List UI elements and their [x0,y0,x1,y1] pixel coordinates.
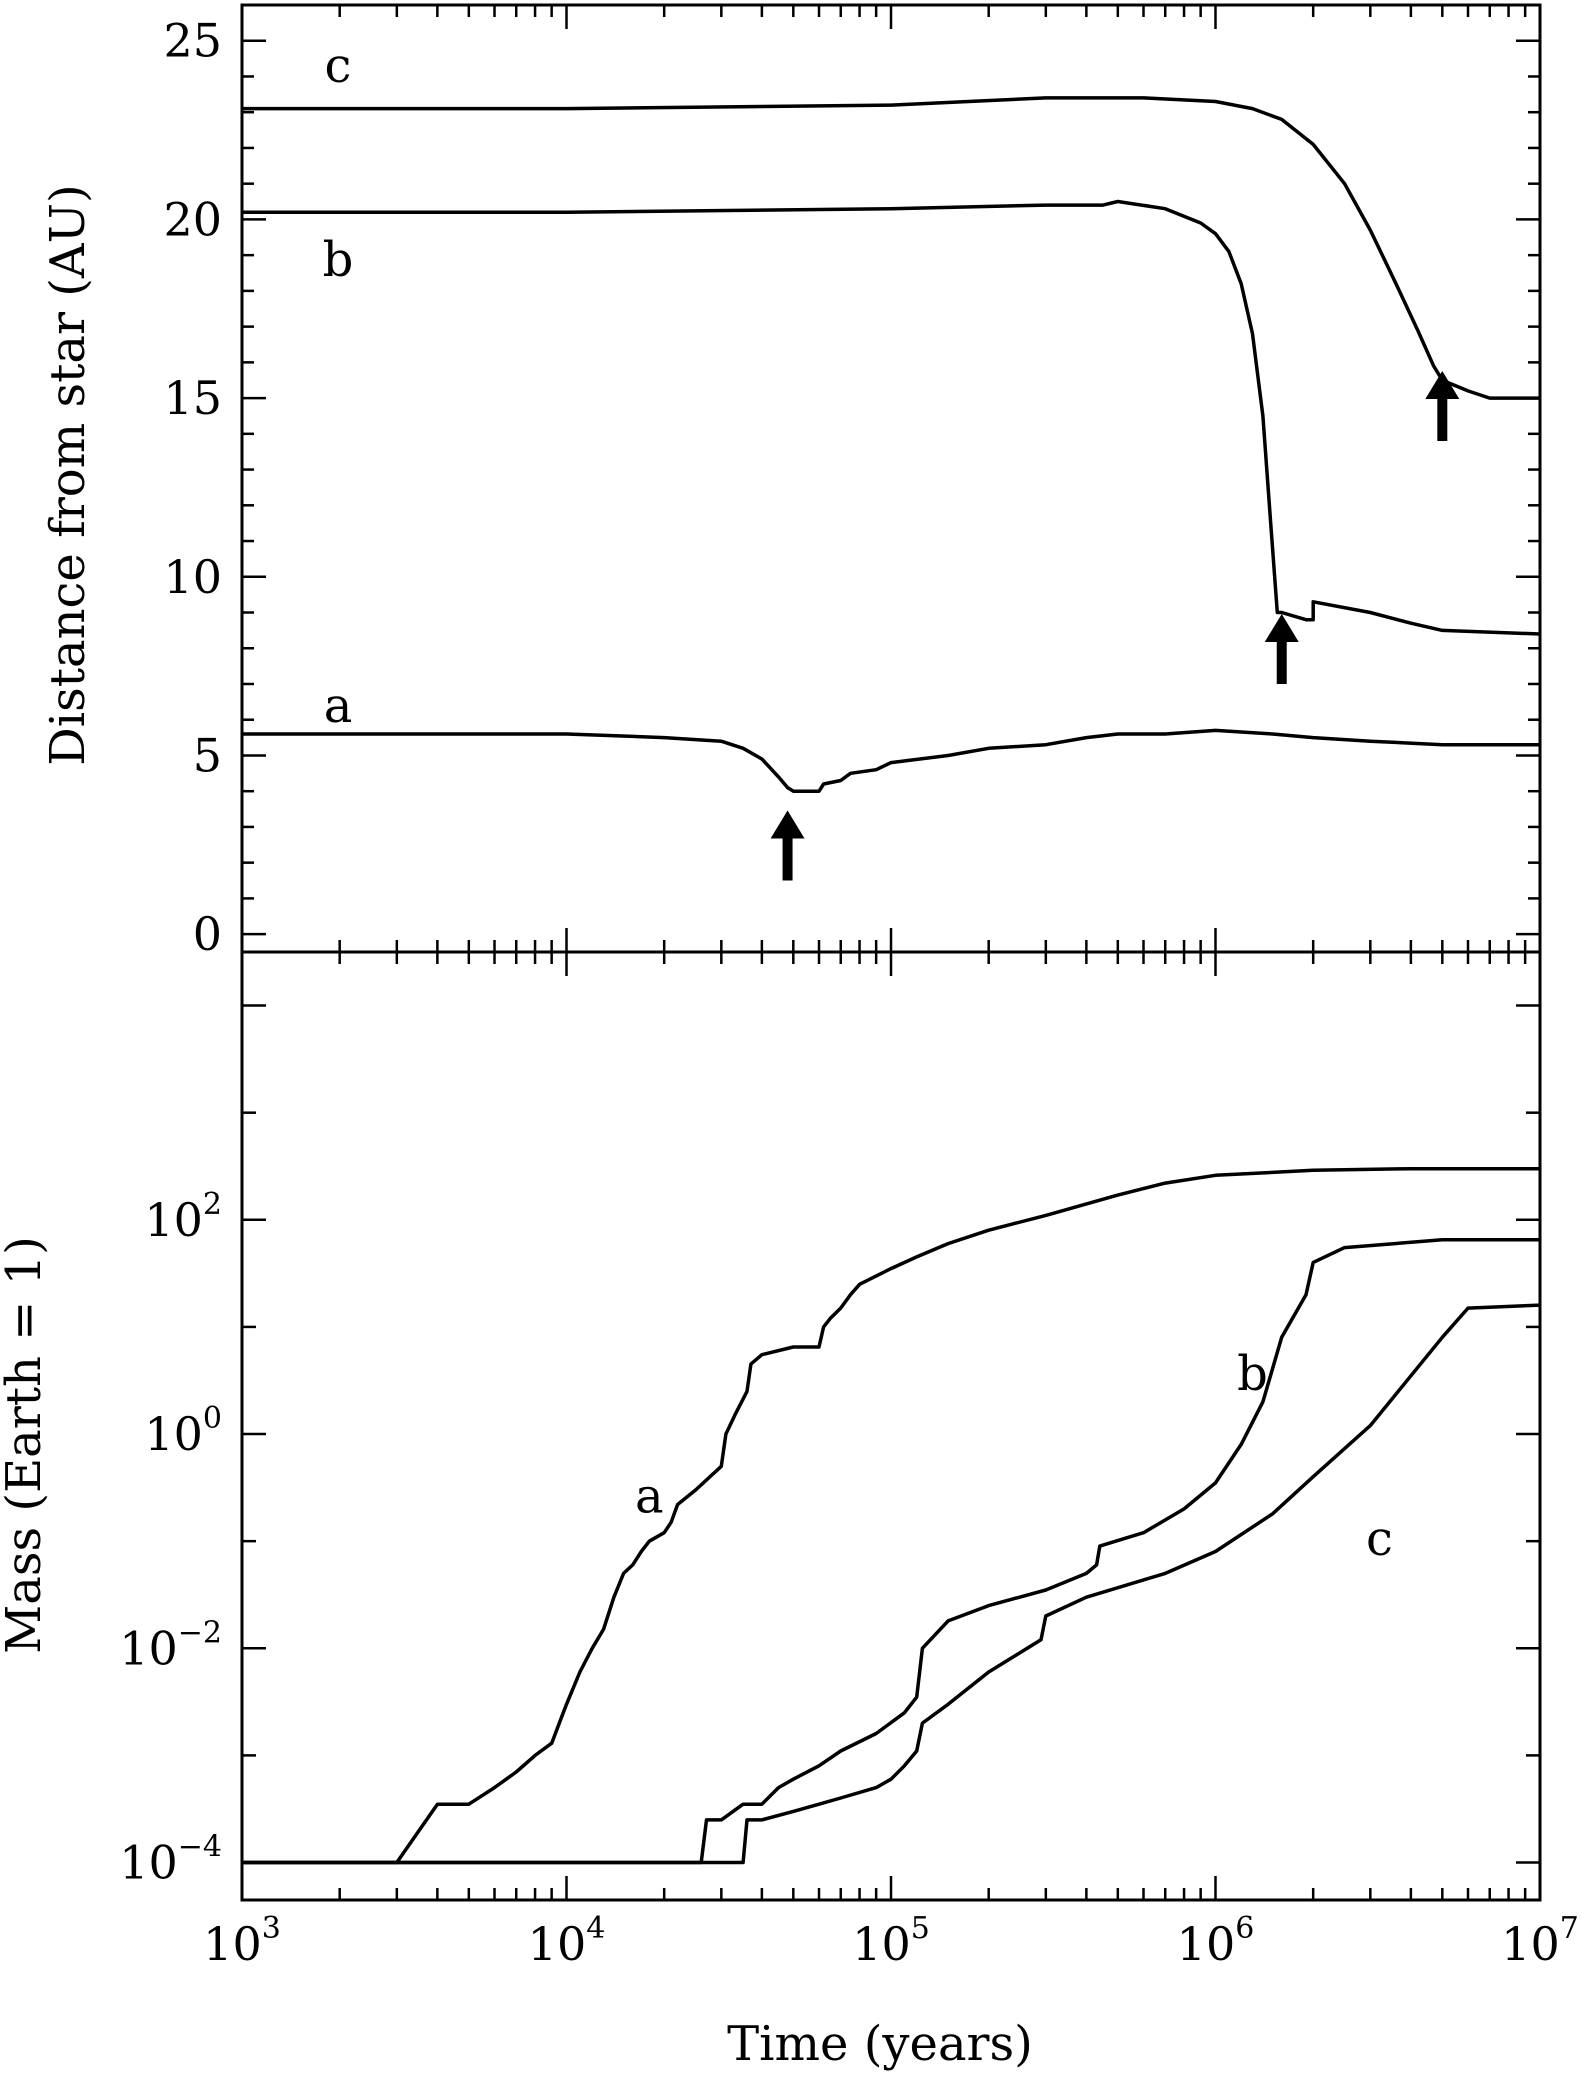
mass-panel: 103 104 105 106 107 10−4 10−2 100 102 a b c [119,1004,1579,1971]
y-tick-label: 10 [163,550,222,604]
mass-series-label: c [1366,1511,1393,1567]
distance-series-a [242,728,1540,793]
y-tick-label: 102 [144,1187,222,1247]
mass-series-label: a [635,1469,664,1525]
x-tick-label: 107 [1501,1911,1579,1971]
distance-series-label: a [324,678,353,734]
arrow-head [1264,613,1299,642]
distance-series-c [242,96,1540,400]
arrow-head [1425,370,1460,399]
distance-panel-frame [240,3,1542,954]
distance-series-label: b [323,232,354,288]
distance-series-b [242,199,1541,636]
y-tick-label: 10−2 [119,1615,222,1675]
mass-series-b [242,1238,1540,1865]
mass-series-a [242,1166,1540,1865]
distance-panel: 0 5 10 15 20 25 a b c [163,14,1541,961]
y-tick-label: 100 [144,1401,222,1461]
x-axis-title: Time (years) [727,2016,1033,2072]
y-tick-label: 10−4 [119,1830,222,1890]
y-tick-label: 0 [193,907,222,961]
distance-series-label: c [325,38,352,94]
mass-series-c [242,1303,1541,1865]
y-tick-label: 15 [163,371,222,425]
mass-series-label: b [1237,1346,1268,1402]
x-tick-label: 106 [1177,1911,1255,1971]
x-tick-label: 104 [528,1911,606,1971]
plot-frame [240,3,1542,1902]
y-tick-label: 5 [193,728,222,782]
mass-axis-title: Mass (Earth = 1) [0,1236,52,1654]
mass-panel-frame [240,950,1542,1902]
y-tick-label: 25 [163,14,222,68]
x-tick-label: 103 [203,1911,281,1971]
distance-axis-title: Distance from star (AU) [40,184,96,766]
y-tick-label: 20 [163,192,222,246]
arrow-head [770,810,805,839]
x-tick-label: 105 [852,1911,930,1971]
